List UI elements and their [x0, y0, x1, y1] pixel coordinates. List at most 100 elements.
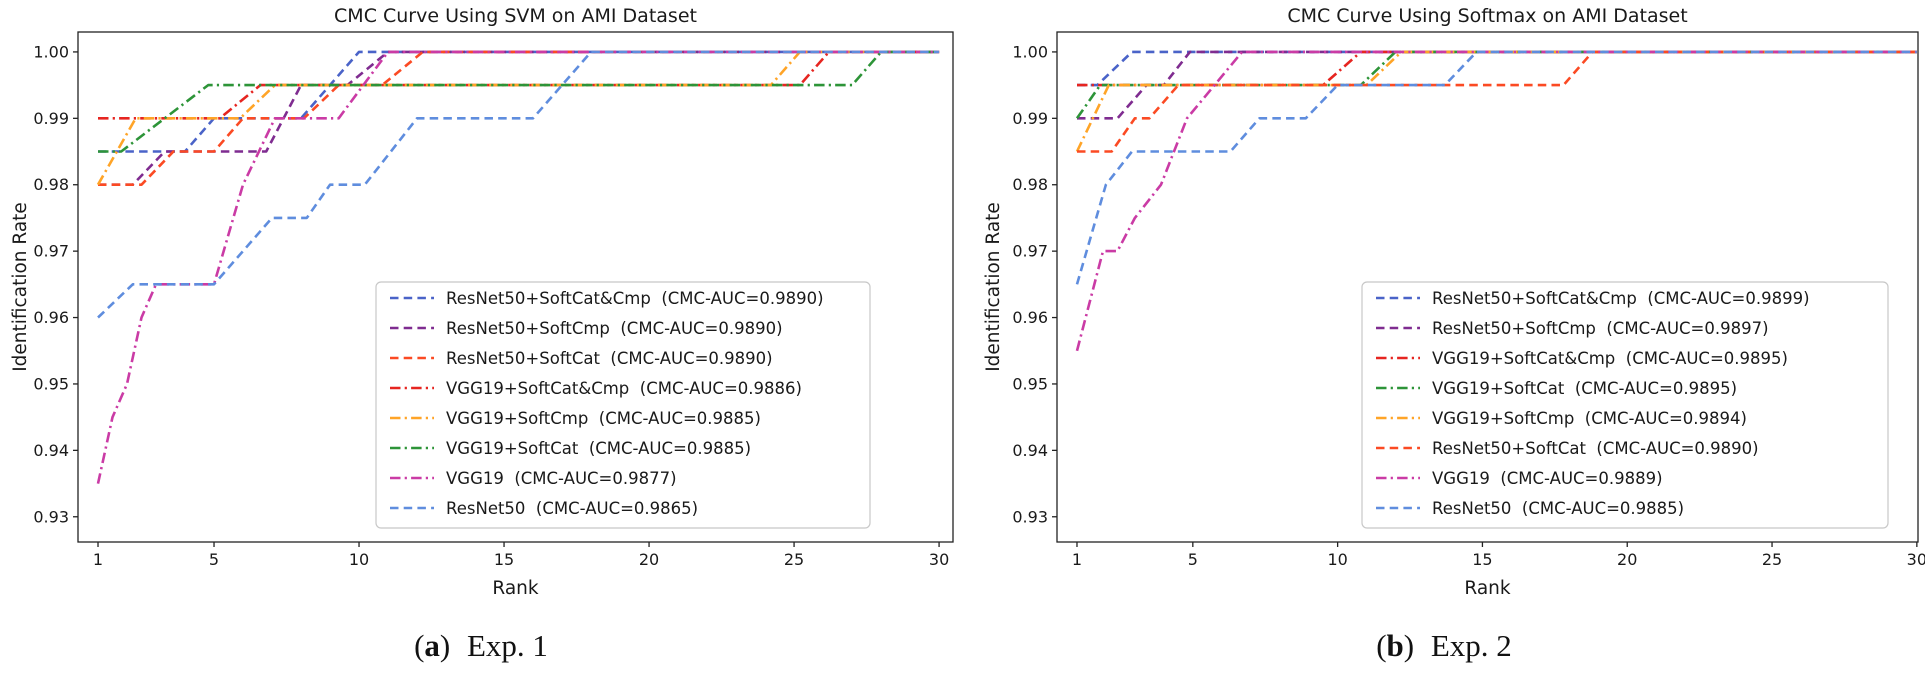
x-tick-label: 10	[1327, 550, 1347, 569]
y-tick-label: 0.96	[33, 308, 69, 327]
series-line-VGG19	[96, 50, 940, 484]
x-tick-label: 1	[93, 550, 103, 569]
legend-label: VGG19+SoftCat (CMC-AUC=0.9895)	[1432, 379, 1737, 398]
series-line-VGG19+SoftCat&Cmp	[1077, 50, 1917, 87]
y-tick-label: 0.95	[1012, 374, 1048, 393]
legend-item: VGG19+SoftCmp (CMC-AUC=0.9885)	[390, 409, 761, 428]
x-tick-label: 30	[929, 550, 949, 569]
legend-label: ResNet50+SoftCat&Cmp (CMC-AUC=0.9899)	[1432, 289, 1810, 308]
y-tick-label: 0.97	[1012, 242, 1048, 261]
y-tick-label: 0.97	[33, 242, 69, 261]
y-tick-label: 0.94	[1012, 441, 1048, 460]
caption-label: Exp. 1	[466, 628, 548, 663]
caption-paren-open: (	[414, 628, 425, 663]
series-line-ResNet50+SoftCat	[1077, 50, 1917, 153]
legend-item: VGG19+SoftCat&Cmp (CMC-AUC=0.9895)	[1376, 349, 1788, 368]
legend-label: VGG19+SoftCat (CMC-AUC=0.9885)	[446, 439, 751, 458]
legend-label: VGG19+SoftCat&Cmp (CMC-AUC=0.9886)	[446, 379, 802, 398]
chart-panel-left: CMC Curve Using SVM on AMI Dataset 1.00 0.…	[0, 0, 962, 688]
caption-paren-open: (	[1376, 628, 1387, 663]
legend-box: ResNet50+SoftCat&Cmp (CMC-AUC=0.9899) Res…	[1361, 281, 1889, 529]
x-tick-label: 1	[1072, 550, 1082, 569]
legend-item: ResNet50 (CMC-AUC=0.9865)	[390, 499, 698, 518]
legend-item: ResNet50+SoftCat&Cmp (CMC-AUC=0.9899)	[1376, 289, 1810, 308]
caption-paren-close: )	[1403, 628, 1415, 663]
legend-frame	[375, 281, 871, 529]
caption-letter: b	[1386, 628, 1404, 663]
y-tick-label: 1.00	[33, 42, 69, 61]
series-line-VGG19+SoftCmp	[1075, 50, 1917, 153]
legend-item: ResNet50+SoftCat (CMC-AUC=0.9890)	[390, 349, 773, 368]
series-line-ResNet50	[1075, 50, 1917, 285]
legend-label: VGG19+SoftCmp (CMC-AUC=0.9885)	[446, 409, 761, 428]
legend-label: VGG19+SoftCat&Cmp (CMC-AUC=0.9895)	[1432, 349, 1788, 368]
legend-item: ResNet50 (CMC-AUC=0.9885)	[1376, 499, 1684, 518]
legend-label: ResNet50+SoftCat&Cmp (CMC-AUC=0.9890)	[446, 289, 824, 308]
y-tick-label: 0.99	[33, 109, 69, 128]
y-axis-label: Identification Rate	[10, 202, 31, 372]
caption-paren-close: )	[439, 628, 451, 663]
caption-exp2: (b) Exp. 2	[963, 628, 1925, 664]
legend-item: ResNet50+SoftCat&Cmp (CMC-AUC=0.9890)	[390, 289, 824, 308]
cmc-chart-softmax: CMC Curve Using Softmax on AMI Dataset 1.…	[963, 0, 1925, 610]
x-tick-label: 25	[784, 550, 804, 569]
x-axis-label: Rank	[1464, 578, 1511, 599]
legend-box: ResNet50+SoftCat&Cmp (CMC-AUC=0.9890) Res…	[375, 281, 871, 529]
caption-exp1: (a) Exp. 1	[0, 628, 962, 664]
legend-label: ResNet50+SoftCmp (CMC-AUC=0.9897)	[1432, 319, 1769, 338]
series-line-ResNet50+SoftCat&Cmp	[98, 50, 940, 153]
plot-area	[77, 31, 954, 543]
plot-area	[1056, 31, 1919, 543]
legend-frame	[1361, 281, 1889, 529]
legend-item: ResNet50+SoftCmp (CMC-AUC=0.9890)	[390, 319, 783, 338]
legend-label: ResNet50+SoftCat (CMC-AUC=0.9890)	[1432, 439, 1759, 458]
legend-label: ResNet50 (CMC-AUC=0.9885)	[1432, 499, 1684, 518]
legend-label: ResNet50+SoftCmp (CMC-AUC=0.9890)	[446, 319, 783, 338]
legend-item: VGG19+SoftCat&Cmp (CMC-AUC=0.9886)	[390, 379, 802, 398]
legend-item: VGG19 (CMC-AUC=0.9877)	[390, 469, 677, 488]
legend-label: VGG19+SoftCmp (CMC-AUC=0.9894)	[1432, 409, 1747, 428]
series-line-VGG19+SoftCat	[98, 50, 940, 153]
y-tick-label: 0.93	[33, 507, 69, 526]
cmc-svm-plot: CMC Curve Using SVM on AMI Dataset 1.00 0.…	[10, 5, 954, 599]
caption-marker: (b)	[1376, 628, 1414, 663]
legend-label: ResNet50 (CMC-AUC=0.9865)	[446, 499, 698, 518]
x-axis-label: Rank	[492, 578, 539, 599]
x-tick-label: 15	[494, 550, 514, 569]
legend-item: VGG19+SoftCmp (CMC-AUC=0.9894)	[1376, 409, 1747, 428]
y-tick-label: 0.95	[33, 374, 69, 393]
legend-label: ResNet50+SoftCat (CMC-AUC=0.9890)	[446, 349, 773, 368]
y-tick-label: 0.94	[33, 441, 69, 460]
chart-panel-right: CMC Curve Using Softmax on AMI Dataset 1.…	[963, 0, 1925, 688]
legend-label: VGG19 (CMC-AUC=0.9889)	[1432, 469, 1663, 488]
y-tick-label: 0.96	[1012, 308, 1048, 327]
y-axis-label: Identification Rate	[983, 202, 1004, 372]
x-tick-label: 5	[1188, 550, 1198, 569]
caption-label: Exp. 2	[1430, 628, 1512, 663]
series-line-VGG19	[1075, 50, 1917, 352]
x-tick-label: 20	[1617, 550, 1637, 569]
legend-item: VGG19+SoftCat (CMC-AUC=0.9895)	[1376, 379, 1737, 398]
caption-letter: a	[424, 628, 440, 663]
legend-item: VGG19+SoftCat (CMC-AUC=0.9885)	[390, 439, 751, 458]
x-tick-label: 30	[1907, 550, 1925, 569]
cmc-chart-svm: CMC Curve Using SVM on AMI Dataset 1.00 0.…	[0, 0, 962, 610]
x-tick-label: 5	[209, 550, 219, 569]
y-tick-label: 0.93	[1012, 507, 1048, 526]
legend-item: VGG19 (CMC-AUC=0.9889)	[1376, 469, 1663, 488]
series-line-ResNet50+SoftCat&Cmp	[1077, 50, 1917, 87]
chart-title: CMC Curve Using SVM on AMI Dataset	[334, 5, 697, 27]
x-tick-label: 10	[349, 550, 369, 569]
chart-title: CMC Curve Using Softmax on AMI Dataset	[1287, 5, 1687, 27]
legend-label: VGG19 (CMC-AUC=0.9877)	[446, 469, 677, 488]
y-tick-label: 0.98	[1012, 175, 1048, 194]
caption-marker: (a)	[414, 628, 450, 663]
legend-item: ResNet50+SoftCmp (CMC-AUC=0.9897)	[1376, 319, 1769, 338]
y-tick-label: 0.99	[1012, 109, 1048, 128]
y-tick-label: 0.98	[33, 175, 69, 194]
legend-item: ResNet50+SoftCat (CMC-AUC=0.9890)	[1376, 439, 1759, 458]
x-tick-label: 15	[1472, 550, 1492, 569]
cmc-softmax-plot: CMC Curve Using Softmax on AMI Dataset 1.…	[983, 5, 1925, 599]
series-line-ResNet50	[97, 50, 940, 319]
x-tick-label: 20	[639, 550, 659, 569]
